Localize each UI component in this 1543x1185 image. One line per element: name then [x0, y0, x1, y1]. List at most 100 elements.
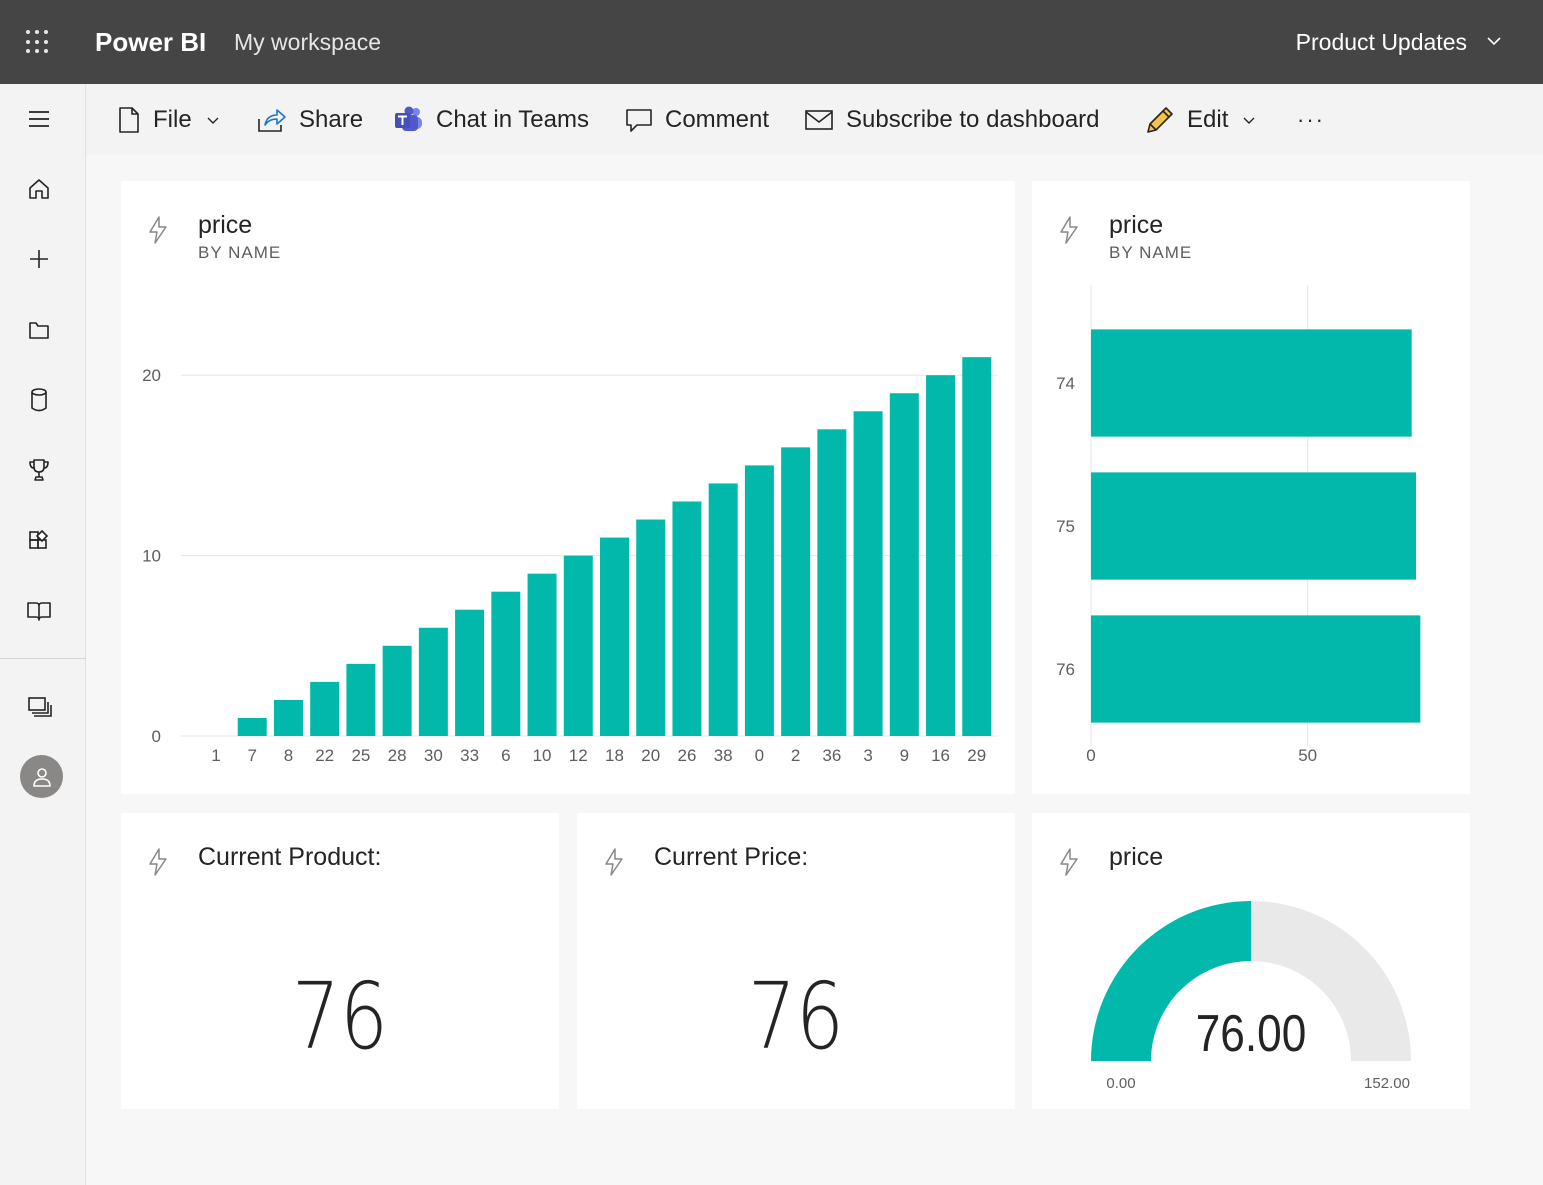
bar-22 [310, 681, 340, 736]
folder-icon[interactable] [22, 313, 56, 347]
bar-30 [418, 627, 448, 736]
bar-0 [744, 465, 774, 736]
x-tick-label: 2 [791, 746, 800, 765]
column-chart-tile[interactable]: price BY NAME 0 10 20 1 7 8 22 25 28 30 33 6 10 12 18 2… [121, 181, 1015, 794]
hamburger-icon[interactable] [22, 102, 56, 136]
gauge-value: 76.00 [1196, 1005, 1307, 1063]
sidebar-divider [0, 658, 86, 659]
left-nav [0, 84, 86, 1185]
apps-icon[interactable] [22, 524, 56, 558]
x-tick-label: 16 [931, 746, 950, 765]
subscribe-button[interactable]: Subscribe to dashboard [804, 102, 1100, 138]
bar-chart-tile[interactable]: price BY NAME 0 50 74 75 76 [1032, 181, 1470, 794]
book-icon[interactable] [22, 594, 56, 628]
user-icon [32, 767, 51, 787]
command-bar: File Share Chat in Teams Comment Subscri… [86, 84, 1543, 155]
workspace-breadcrumb[interactable]: My workspace [234, 29, 381, 55]
card-value: 76 [291, 963, 388, 1070]
bar-9 [889, 393, 919, 736]
x-tick-label: 20 [641, 746, 660, 765]
x-tick-label: 25 [351, 746, 370, 765]
edit-menu-button[interactable]: Edit [1145, 102, 1256, 138]
x-tick-label: 22 [315, 746, 334, 765]
share-icon [258, 109, 286, 132]
x-tick-label: 28 [388, 746, 407, 765]
lightning-icon [149, 216, 167, 244]
card-value: 76 [747, 963, 844, 1070]
bar-74 [1091, 329, 1412, 437]
app-name[interactable]: Power BI [95, 27, 207, 57]
avatar[interactable] [20, 755, 63, 798]
more-options-icon: ··· [1297, 107, 1325, 132]
bar-16 [926, 375, 956, 736]
x-tick-label: 18 [605, 746, 624, 765]
tile-title: Current Price: [654, 843, 809, 871]
bar-3 [853, 411, 883, 736]
gauge-fill [1091, 901, 1251, 1061]
bar-75 [1091, 472, 1416, 580]
current-price-card[interactable]: Current Price: 76 [577, 813, 1015, 1109]
x-tick-label: 1 [211, 746, 220, 765]
chat-in-teams-button[interactable]: Chat in Teams [394, 102, 589, 138]
file-menu-button[interactable]: File [117, 102, 220, 138]
y-tick-label: 74 [1056, 374, 1075, 393]
gauge-chart: 76.00 0.00 152.00 [1091, 901, 1411, 1092]
bar-chart: 0 50 74 75 76 [1056, 285, 1421, 765]
gauge-tile[interactable]: price 76.00 0.00 152.00 [1032, 813, 1470, 1109]
app-launcher-icon[interactable] [26, 30, 50, 54]
home-icon[interactable] [22, 172, 56, 206]
dashboard-name[interactable]: Product Updates [1295, 29, 1467, 55]
mail-icon [805, 110, 833, 130]
tile-title: price [198, 211, 253, 239]
teams-icon [395, 106, 422, 131]
share-button[interactable]: Share [257, 102, 363, 138]
x-tick-label: 29 [967, 746, 986, 765]
bar-18 [600, 537, 629, 736]
x-tick-label: 7 [247, 746, 256, 765]
x-tick-label: 9 [900, 746, 909, 765]
bar-76 [1091, 615, 1421, 723]
file-icon [119, 107, 139, 133]
lightning-icon [605, 848, 623, 876]
chevron-down-icon[interactable] [1485, 32, 1503, 50]
pencil-icon [1147, 107, 1173, 133]
x-tick-label: 0 [1086, 746, 1095, 765]
tile-title: Current Product: [198, 843, 382, 871]
comment-icon [626, 109, 652, 132]
trophy-icon[interactable] [22, 453, 56, 487]
lightning-icon [1060, 216, 1078, 244]
bar-29 [962, 357, 992, 736]
database-icon[interactable] [22, 383, 56, 417]
gauge-max-label: 152.00 [1364, 1075, 1410, 1092]
x-tick-label: 12 [569, 746, 588, 765]
share-label: Share [299, 106, 364, 133]
y-tick-label: 10 [142, 547, 161, 566]
plus-icon[interactable] [22, 242, 56, 276]
bar-25 [346, 663, 376, 736]
file-label: File [153, 106, 192, 133]
x-tick-label: 8 [284, 746, 293, 765]
x-tick-label: 6 [501, 746, 510, 765]
chevron-down-icon [1243, 117, 1255, 124]
bar-2 [781, 447, 811, 736]
comment-button[interactable]: Comment [625, 102, 769, 138]
bar-26 [672, 501, 702, 736]
tile-title: price [1109, 843, 1164, 871]
x-tick-label: 0 [755, 746, 764, 765]
bar-10 [527, 573, 557, 736]
more-options-button[interactable]: ··· [1297, 102, 1325, 138]
workspaces-icon[interactable] [22, 690, 56, 724]
bar-8 [273, 699, 303, 736]
bar-38 [708, 483, 738, 736]
x-tick-label: 50 [1298, 746, 1317, 765]
current-product-card[interactable]: Current Product: 76 [121, 813, 559, 1109]
lightning-icon [1060, 848, 1078, 876]
bar-28 [382, 645, 412, 736]
bar-33 [455, 609, 485, 736]
gauge-min-label: 0.00 [1106, 1075, 1135, 1092]
bar-6 [491, 591, 521, 736]
x-tick-label: 10 [533, 746, 552, 765]
subscribe-label: Subscribe to dashboard [846, 106, 1100, 133]
comment-label: Comment [665, 106, 770, 133]
chevron-down-icon [207, 117, 219, 124]
